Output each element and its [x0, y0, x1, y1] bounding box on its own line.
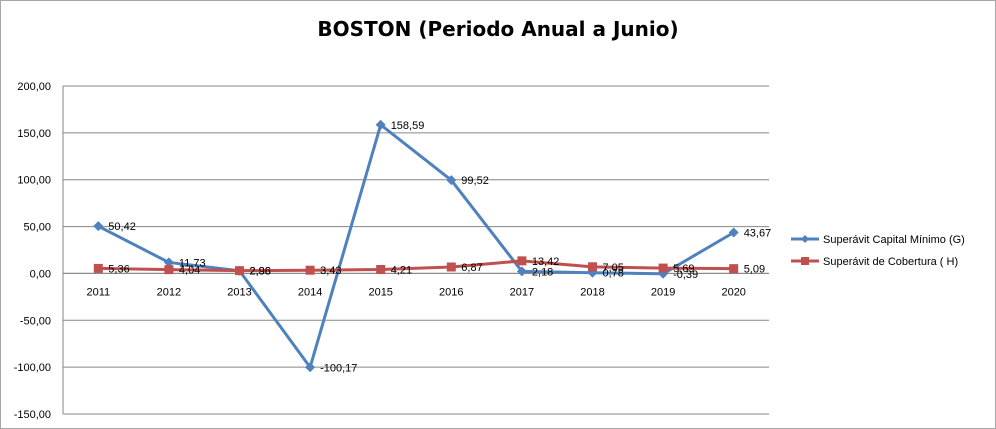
data-point [376, 264, 386, 274]
legend-marker [801, 257, 809, 265]
data-label: 99,52 [461, 175, 489, 187]
x-tick-label: 2012 [157, 286, 181, 298]
legend-marker [801, 235, 809, 243]
data-point [658, 263, 668, 273]
data-label: 4,04 [179, 265, 200, 277]
data-label: 158,59 [391, 120, 425, 132]
x-tick-label: 2015 [368, 286, 392, 298]
x-tick-label: 2018 [580, 286, 604, 298]
y-tick-label: 50,00 [23, 222, 51, 234]
x-tick-label: 2011 [86, 286, 110, 298]
x-tick-label: 2016 [439, 286, 463, 298]
y-tick-label: 150,00 [17, 128, 51, 140]
data-point [729, 264, 739, 274]
data-point [93, 221, 104, 232]
data-label: 50,42 [108, 221, 136, 233]
data-label: 2,96 [250, 266, 271, 278]
y-tick-label: 200,00 [17, 81, 51, 93]
x-tick-label: 2017 [510, 286, 534, 298]
data-point [446, 262, 456, 272]
x-tick-label: 2020 [721, 286, 745, 298]
data-point [446, 175, 457, 186]
data-point [728, 227, 739, 238]
data-point [305, 362, 316, 373]
x-tick-label: 2014 [298, 286, 322, 298]
data-label: 6,87 [461, 262, 482, 274]
y-tick-label: -150,00 [14, 409, 51, 421]
data-point [164, 265, 174, 275]
x-tick-label: 2013 [227, 286, 251, 298]
series-line [97, 123, 735, 369]
data-label: 3,43 [320, 265, 341, 277]
data-point [517, 256, 527, 266]
series-line [98, 259, 734, 273]
data-label: -0,39 [673, 269, 698, 281]
data-point [235, 266, 244, 276]
y-tick-label: -50,00 [20, 315, 51, 327]
data-label: 5,69 [673, 263, 694, 275]
data-label: 0,78 [603, 268, 624, 280]
data-point [305, 265, 315, 275]
data-label: 5,09 [744, 264, 765, 276]
data-point [163, 257, 174, 268]
data-point [93, 263, 103, 273]
y-tick-label: 0,00 [30, 268, 51, 280]
data-label: 43,67 [744, 228, 772, 240]
legend-label: Superávit de Cobertura ( H) [823, 256, 958, 268]
data-label: 2,18 [532, 266, 553, 278]
data-label: 4,21 [391, 264, 412, 276]
data-label: 11,73 [179, 257, 206, 269]
y-tick-label: -100,00 [14, 362, 51, 374]
data-label: 5,36 [108, 263, 129, 275]
chart-title: BOSTON (Periodo Anual a Junio) [317, 17, 678, 41]
x-tick-label: 2019 [651, 286, 675, 298]
legend-label: Superávit Capital Mínimo (G) [823, 234, 965, 246]
y-tick-label: 100,00 [17, 175, 51, 187]
data-label: -100,17 [320, 362, 357, 374]
data-point [375, 119, 386, 130]
data-point [588, 262, 597, 272]
data-label: 13,42 [532, 256, 560, 268]
data-label: 7,05 [603, 262, 624, 274]
data-point [516, 266, 527, 277]
